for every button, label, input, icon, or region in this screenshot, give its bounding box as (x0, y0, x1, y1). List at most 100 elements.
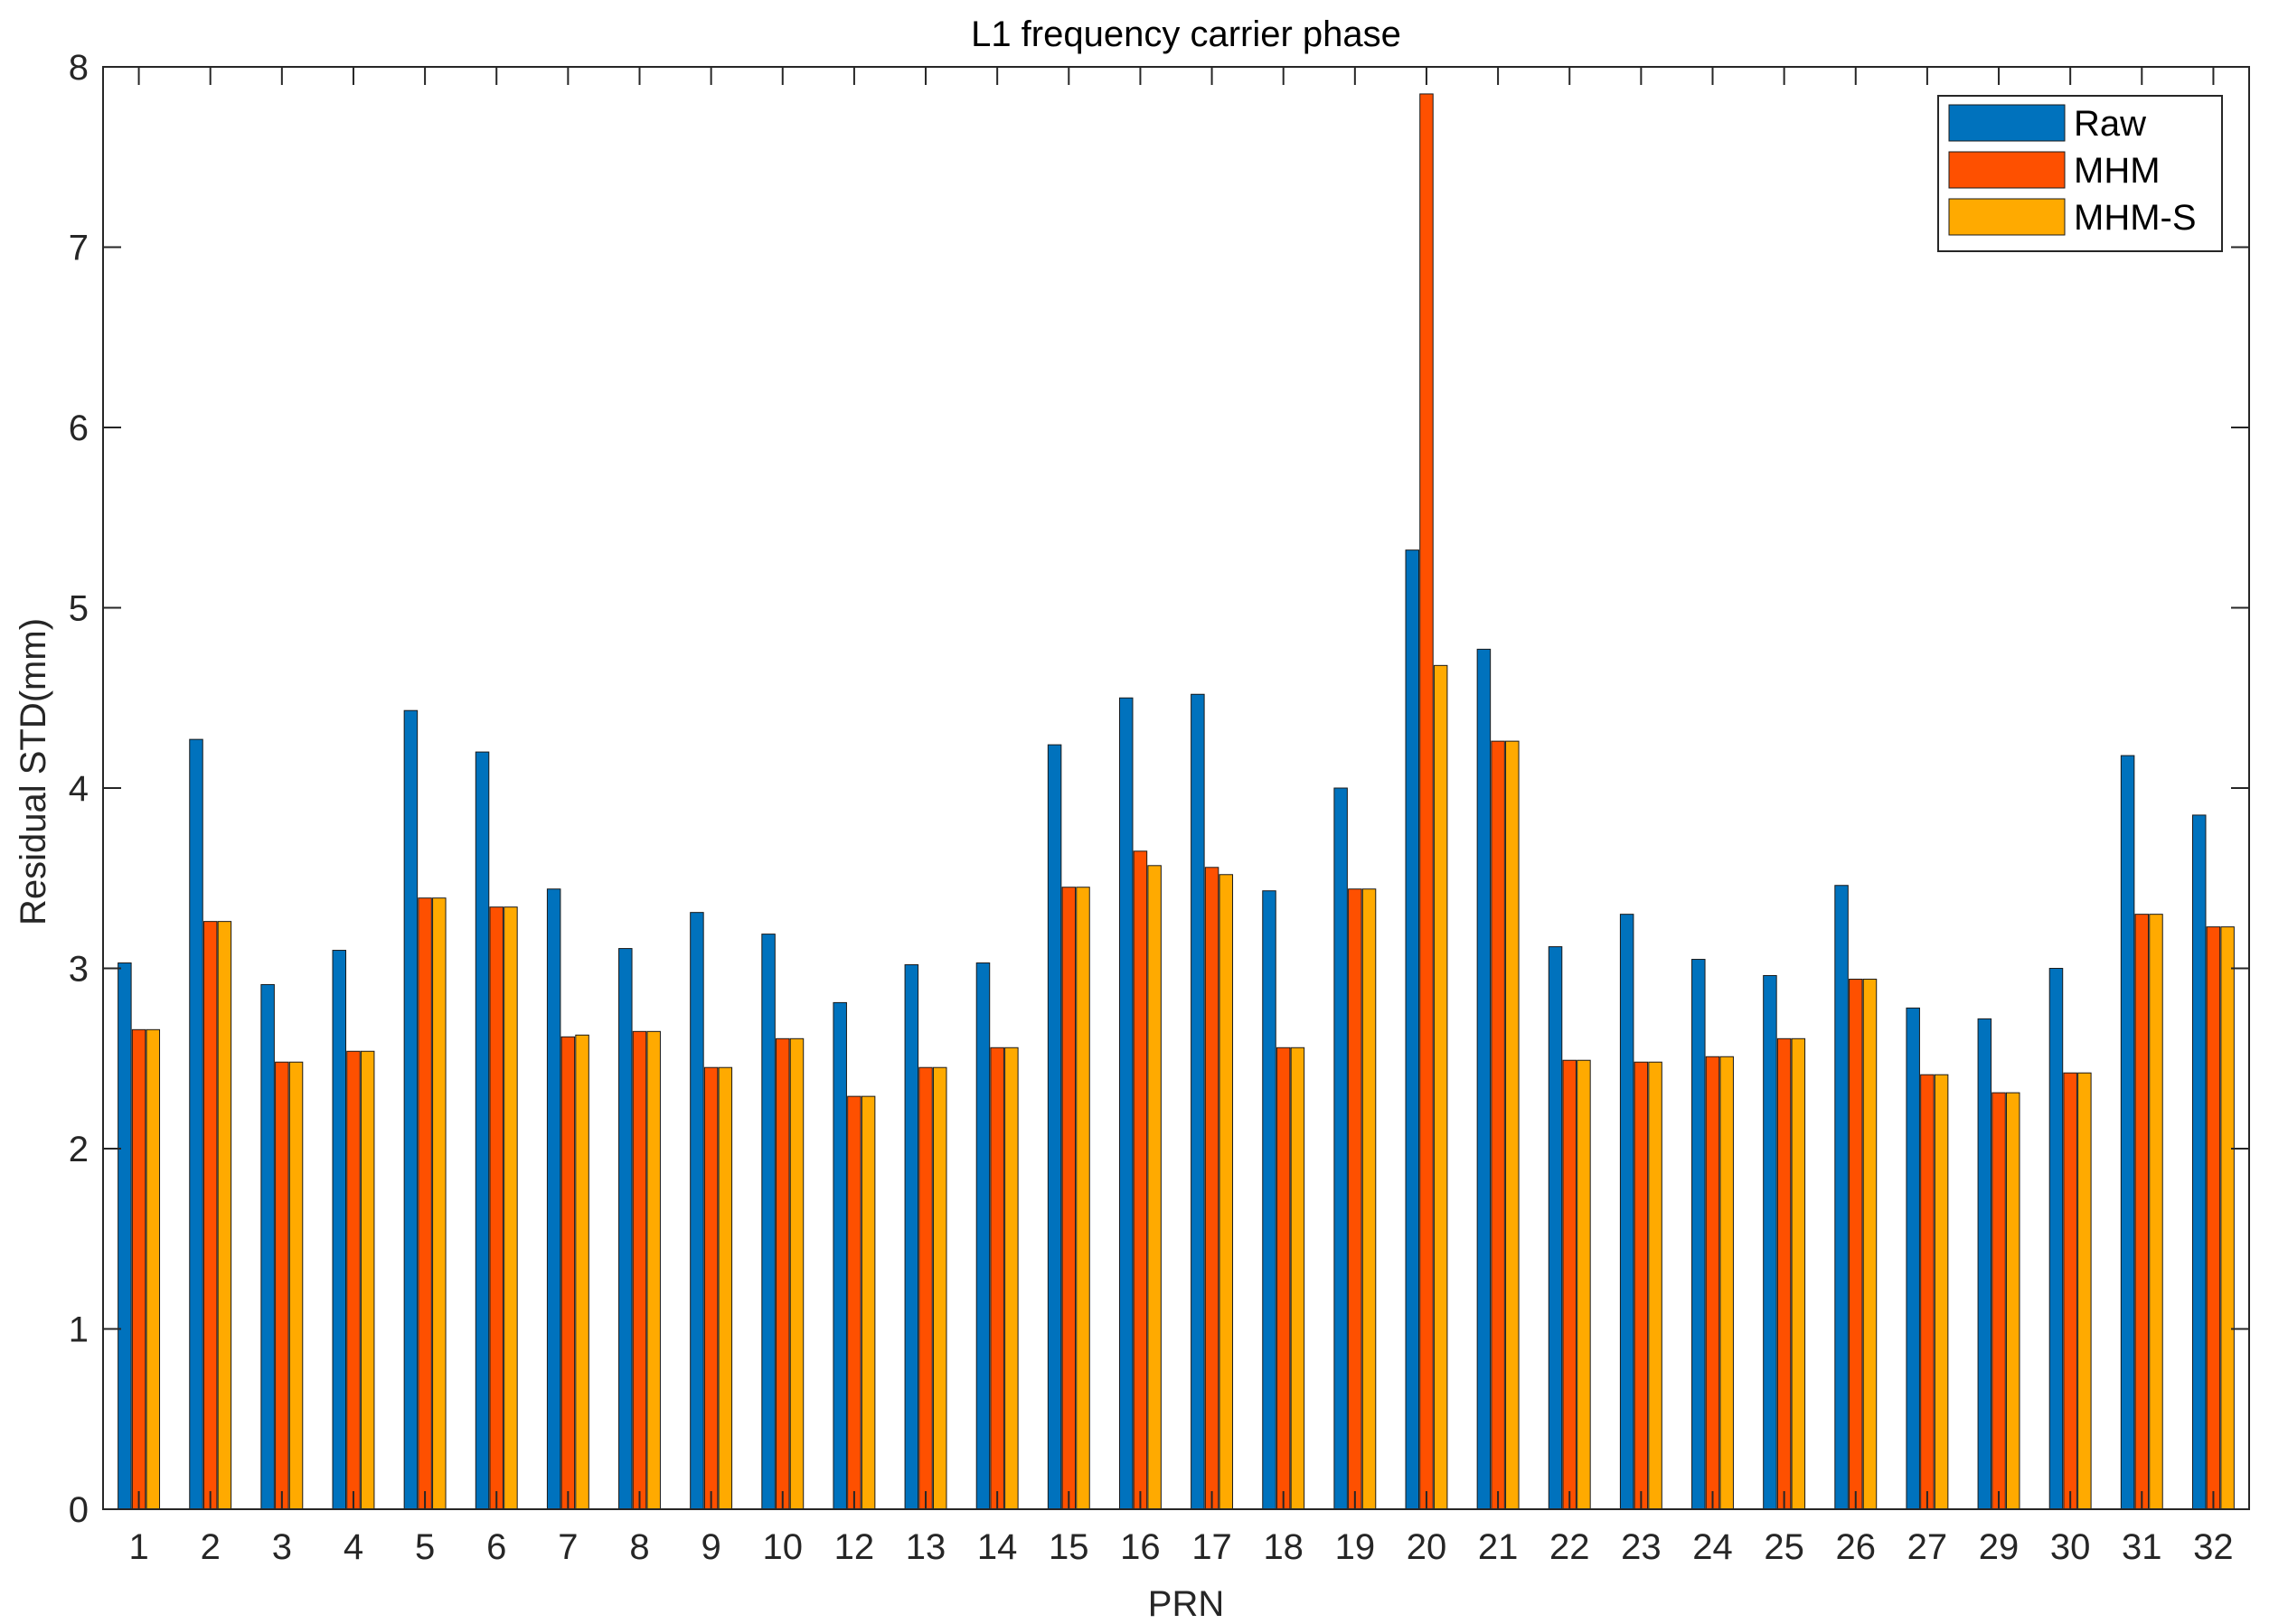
x-axis-label: PRN (1148, 1584, 1224, 1624)
bar-raw-prn-23 (1619, 914, 1634, 1510)
y-tick-label: 4 (69, 769, 89, 809)
y-tick-label: 3 (69, 950, 89, 990)
legend-swatch-mhm (1948, 151, 2066, 189)
y-axis-label: Residual STD(mm) (14, 618, 53, 925)
bar-mhm-s-prn-22 (1577, 1059, 1591, 1510)
x-tick-label: 3 (272, 1527, 292, 1567)
bar-mhm-prn-5 (418, 897, 432, 1510)
bar-raw-prn-2 (189, 738, 203, 1510)
bar-raw-prn-29 (1977, 1018, 1992, 1510)
x-tick-label: 14 (977, 1527, 1018, 1567)
bar-raw-prn-3 (260, 983, 275, 1510)
bar-raw-prn-16 (1118, 697, 1134, 1510)
x-tick-label: 18 (1263, 1527, 1304, 1567)
bar-mhm-s-prn-16 (1147, 865, 1162, 1510)
x-tick-label: 9 (701, 1527, 721, 1567)
bar-mhm-s-prn-17 (1219, 874, 1234, 1510)
x-tick-label: 25 (1764, 1527, 1804, 1567)
x-tick-label: 15 (1049, 1527, 1089, 1567)
bar-mhm-prn-4 (346, 1050, 361, 1510)
bar-mhm-s-prn-9 (718, 1066, 733, 1510)
bar-raw-prn-32 (2191, 814, 2207, 1510)
bar-raw-prn-25 (1763, 974, 1777, 1510)
bar-raw-prn-18 (1262, 890, 1276, 1510)
bar-mhm-s-prn-2 (217, 921, 232, 1510)
bar-mhm-prn-15 (1061, 887, 1077, 1510)
x-tick-label: 21 (1478, 1527, 1519, 1567)
bar-raw-prn-14 (975, 962, 991, 1510)
bar-raw-prn-5 (403, 709, 419, 1510)
chart-title: L1 frequency carrier phase (971, 14, 1401, 54)
x-tick-label: 10 (763, 1527, 804, 1567)
bar-mhm-s-prn-29 (2005, 1092, 2020, 1510)
bar-mhm-s-prn-18 (1290, 1047, 1305, 1510)
bar-mhm-prn-26 (1849, 978, 1863, 1510)
x-tick-label: 24 (1692, 1527, 1733, 1567)
bar-raw-prn-6 (475, 751, 490, 1510)
y-tick-label: 8 (69, 48, 89, 88)
bar-raw-prn-7 (546, 888, 561, 1510)
legend-label-mhm: MHM (2074, 151, 2161, 191)
bar-raw-prn-9 (690, 912, 704, 1510)
bar-mhm-prn-29 (1991, 1092, 2006, 1510)
y-tick-label: 0 (69, 1490, 89, 1530)
bar-mhm-prn-20 (1419, 93, 1434, 1510)
bar-mhm-prn-7 (560, 1036, 576, 1510)
bar-mhm-s-prn-30 (2077, 1072, 2092, 1510)
bar-raw-prn-4 (332, 950, 347, 1510)
bar-raw-prn-26 (1834, 885, 1849, 1510)
x-tick-label: 8 (629, 1527, 649, 1567)
x-tick-label: 20 (1407, 1527, 1447, 1567)
legend-swatch-mhm-s (1948, 198, 2066, 236)
legend: Raw MHM MHM-S (1937, 95, 2223, 252)
bar-mhm-s-prn-26 (1862, 978, 1878, 1510)
bar-mhm-s-prn-23 (1648, 1061, 1662, 1510)
bar-mhm-s-prn-14 (1004, 1047, 1019, 1510)
bar-mhm-prn-12 (847, 1095, 862, 1510)
bar-mhm-s-prn-4 (360, 1050, 375, 1510)
bar-mhm-s-prn-19 (1361, 888, 1377, 1510)
bar-mhm-s-prn-3 (288, 1061, 304, 1510)
bar-mhm-s-prn-31 (2149, 914, 2163, 1510)
bar-mhm-prn-2 (202, 921, 218, 1510)
bar-mhm-prn-32 (2206, 926, 2221, 1510)
x-tick-label: 27 (1907, 1527, 1948, 1567)
bar-mhm-s-prn-27 (1934, 1074, 1949, 1510)
x-tick-label: 17 (1191, 1527, 1232, 1567)
bar-mhm-s-prn-21 (1505, 740, 1520, 1510)
legend-label-raw: Raw (2074, 104, 2146, 144)
bar-mhm-prn-17 (1204, 867, 1219, 1510)
x-tick-label: 29 (1979, 1527, 2020, 1567)
bar-mhm-prn-23 (1634, 1061, 1649, 1510)
x-tick-label: 16 (1120, 1527, 1161, 1567)
bar-mhm-s-prn-6 (504, 906, 518, 1510)
y-tick-label: 1 (69, 1310, 89, 1350)
bar-mhm-s-prn-5 (432, 897, 447, 1510)
bar-raw-prn-21 (1476, 648, 1492, 1510)
bar-mhm-prn-6 (489, 906, 504, 1510)
bar-mhm-prn-9 (703, 1066, 719, 1510)
bar-mhm-s-prn-1 (146, 1028, 161, 1510)
bar-mhm-s-prn-10 (789, 1037, 805, 1510)
bar-raw-prn-27 (1906, 1007, 1920, 1510)
x-tick-label: 32 (2193, 1527, 2234, 1567)
bar-mhm-prn-3 (275, 1061, 289, 1510)
bar-mhm-prn-22 (1562, 1059, 1577, 1510)
bar-mhm-s-prn-24 (1719, 1056, 1734, 1510)
bar-mhm-s-prn-15 (1076, 887, 1090, 1510)
bar-mhm-s-prn-32 (2220, 926, 2235, 1510)
bar-raw-prn-31 (2120, 755, 2135, 1510)
bar-raw-prn-20 (1405, 549, 1420, 1510)
x-tick-label: 2 (201, 1527, 221, 1567)
bar-mhm-prn-24 (1705, 1056, 1720, 1510)
x-tick-label: 22 (1549, 1527, 1590, 1567)
y-tick-label: 5 (69, 589, 89, 629)
bar-mhm-prn-16 (1133, 850, 1148, 1510)
bar-raw-prn-30 (2048, 968, 2064, 1510)
bar-mhm-prn-31 (2134, 914, 2150, 1510)
bar-raw-prn-15 (1047, 744, 1062, 1510)
bar-raw-prn-17 (1191, 693, 1205, 1510)
bar-mhm-prn-13 (918, 1066, 933, 1510)
bar-mhm-prn-27 (1920, 1074, 1935, 1510)
